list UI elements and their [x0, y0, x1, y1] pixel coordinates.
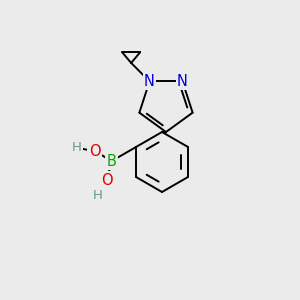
- Text: O: O: [101, 173, 112, 188]
- Text: H: H: [72, 141, 82, 154]
- Text: B: B: [107, 154, 117, 169]
- Text: H: H: [93, 189, 103, 203]
- Text: O: O: [88, 143, 100, 158]
- Text: N: N: [177, 74, 188, 89]
- Text: N: N: [144, 74, 155, 89]
